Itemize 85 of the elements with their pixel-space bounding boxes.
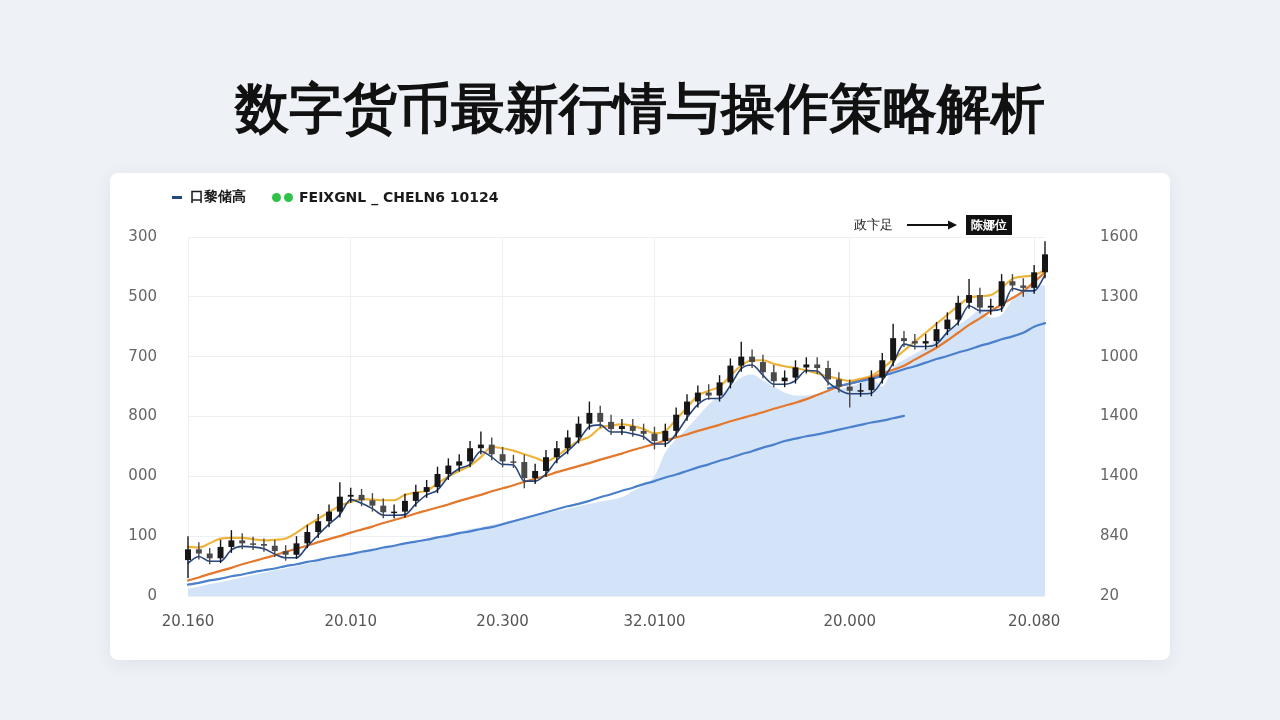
candlestick — [759, 354, 766, 379]
candlestick — [727, 357, 734, 390]
candlestick — [260, 537, 267, 553]
y-tick-label: 100 — [128, 526, 157, 545]
candlestick — [412, 484, 419, 508]
legend-label: 口黎储高 — [190, 188, 246, 206]
candlestick — [499, 446, 506, 469]
candlestick — [879, 352, 886, 385]
candlestick — [445, 457, 452, 481]
category-label: 300 — [128, 226, 157, 245]
candlestick — [401, 492, 408, 519]
candlestick — [955, 294, 962, 327]
candlestick — [911, 333, 918, 351]
x-tick-label: 20.080 — [1007, 611, 1061, 630]
x-tick-label: 32.0100 — [623, 611, 686, 630]
candlestick — [944, 311, 951, 336]
y-tick-label: 0 — [147, 585, 157, 604]
candlestick — [673, 406, 680, 438]
text: 陈娜位 — [966, 215, 1012, 235]
candlestick — [543, 449, 549, 478]
candlestick — [1031, 264, 1038, 295]
x-tick-label: 20.300 — [476, 611, 529, 630]
candlestick — [792, 359, 799, 385]
category-label: 800 — [128, 406, 157, 425]
candlestick — [304, 524, 311, 549]
candlestick — [900, 330, 907, 348]
candlestick — [488, 436, 495, 461]
candlestick — [608, 414, 615, 436]
category-label: 1000 — [1100, 346, 1139, 365]
chart-title: 数字货币最新行情与操作策略解析 — [233, 76, 1046, 142]
candlestick — [835, 371, 842, 394]
candlestick — [250, 536, 257, 551]
candlestick — [749, 348, 756, 369]
category-label: 840 — [1100, 526, 1129, 545]
candlestick — [521, 454, 528, 489]
line-series — [186, 414, 906, 586]
candlestick — [770, 364, 777, 388]
candlestick — [326, 503, 333, 528]
candlestick — [293, 535, 300, 560]
candlestick — [933, 321, 940, 348]
candlestick — [716, 374, 723, 403]
candlestick — [1020, 277, 1027, 298]
candlestick — [564, 429, 571, 455]
candlestick — [976, 287, 983, 315]
candlestick — [694, 384, 701, 409]
category-label: 500 — [128, 286, 157, 305]
candlestick — [846, 378, 853, 409]
candlestick — [553, 440, 560, 464]
candlestick — [966, 278, 973, 310]
category-label: 1400 — [1100, 406, 1139, 425]
candlestick — [684, 393, 690, 422]
x-tick-label: 20.010 — [324, 611, 377, 630]
candlestick — [738, 341, 745, 373]
candlestick — [890, 323, 897, 367]
candlestick — [532, 463, 539, 485]
category-label: 1600 — [1100, 226, 1139, 245]
candlestick — [814, 356, 821, 375]
candlestick — [651, 425, 658, 451]
text: 政卞足 — [854, 216, 893, 234]
candlestick — [336, 481, 343, 519]
candlestick — [868, 369, 875, 397]
x-tick-label: 20.160 — [161, 611, 215, 630]
candlestick — [217, 539, 224, 564]
candlestick — [369, 492, 376, 513]
candlestick — [315, 513, 322, 539]
category-label: 700 — [128, 346, 157, 365]
category-label: 1400 — [1100, 466, 1139, 485]
text: FEIXGNL _ CHELN6 10124 — [299, 189, 499, 205]
candlestick — [825, 360, 832, 387]
candlestick — [597, 405, 604, 429]
candlestick — [467, 440, 474, 469]
candlestick — [228, 529, 235, 554]
x-tick-label: 20.000 — [823, 611, 876, 630]
candlestick — [185, 535, 191, 579]
candlestick — [1042, 240, 1048, 279]
category-label: 000 — [128, 466, 157, 485]
category-label: 20 — [1100, 585, 1120, 604]
line-series — [826, 322, 1047, 390]
candlestick — [195, 541, 202, 561]
candlestick — [575, 415, 582, 445]
category-label: 1300 — [1100, 286, 1139, 305]
candlestick — [586, 400, 593, 431]
candlestick — [618, 418, 625, 436]
candlestick — [380, 497, 387, 519]
candlestick — [662, 422, 669, 448]
